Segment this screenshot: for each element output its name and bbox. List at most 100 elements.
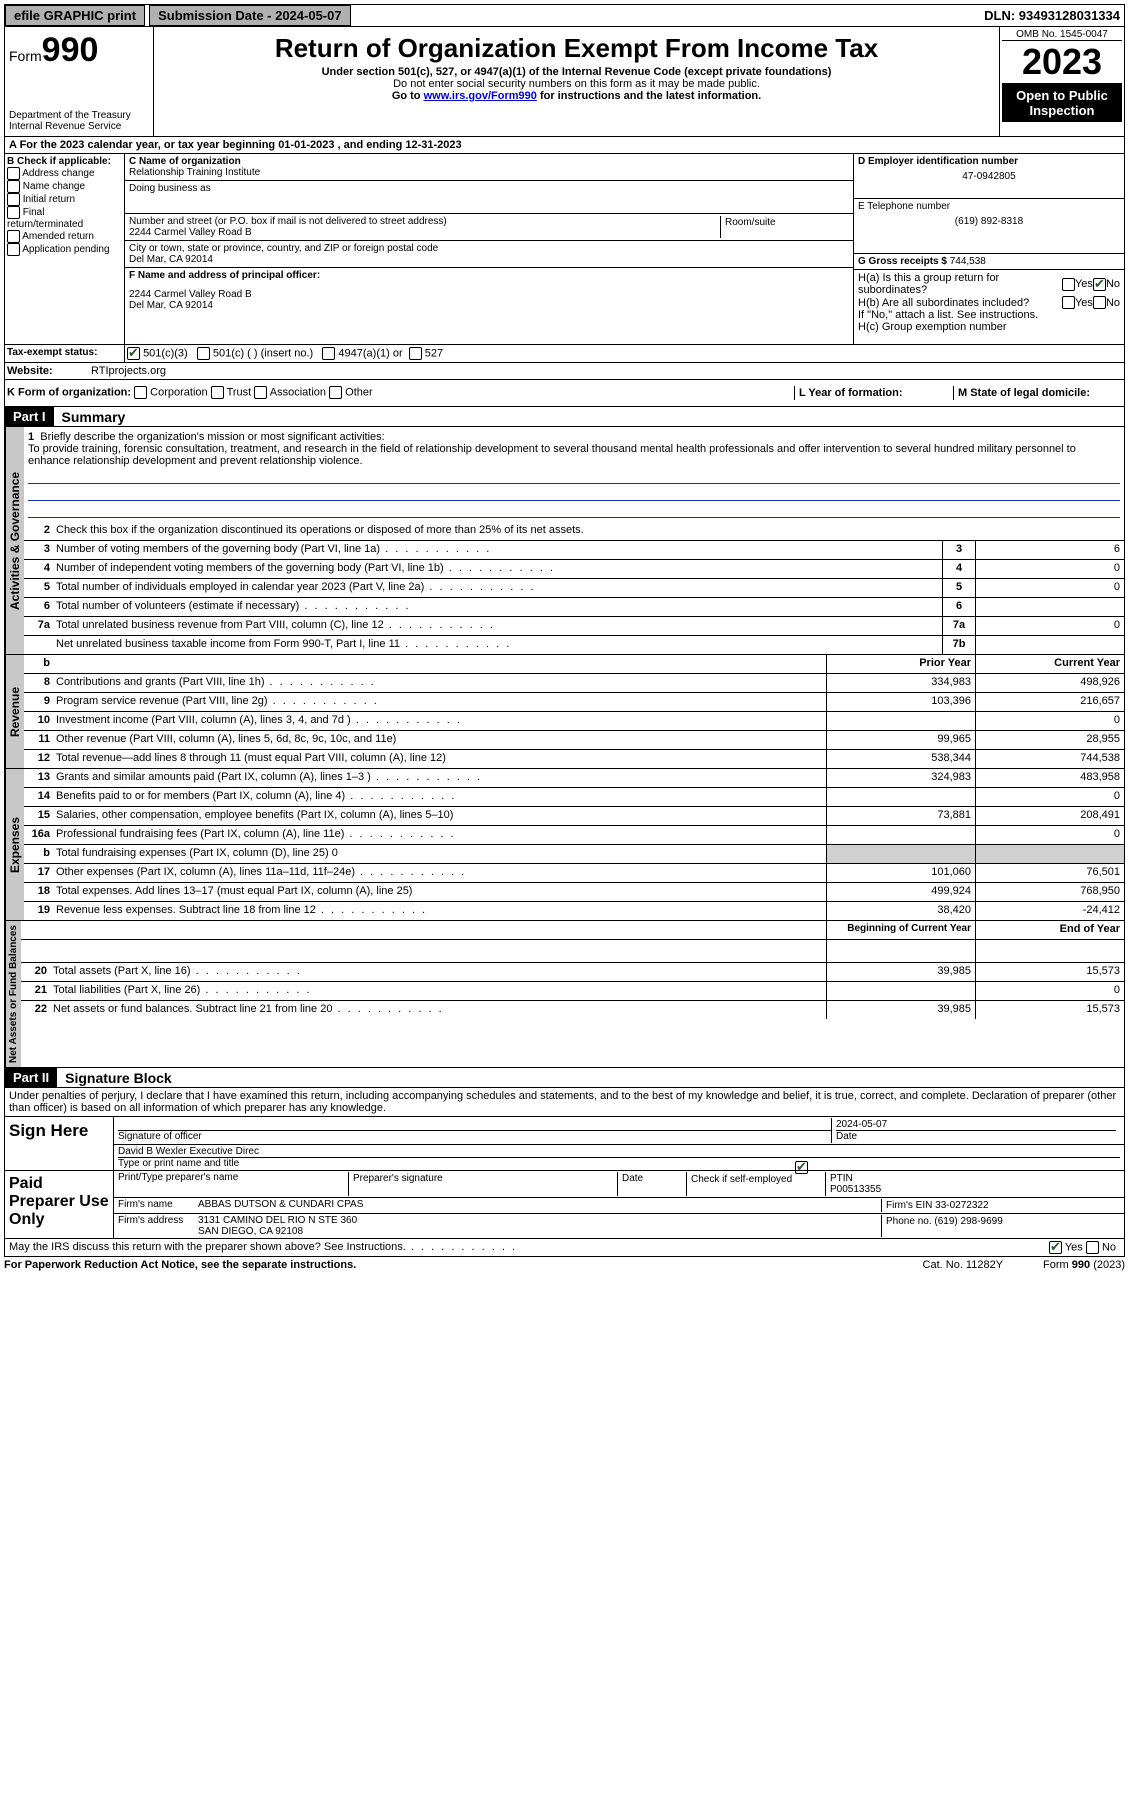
l16a-desc: Professional fundraising fees (Part IX, … — [56, 828, 344, 840]
room-suite-label: Room/suite — [720, 216, 849, 238]
cb-527[interactable] — [409, 347, 422, 360]
cb-hb-yes[interactable] — [1062, 296, 1075, 309]
sign-here-label: Sign Here — [5, 1117, 114, 1170]
cb-amended[interactable] — [7, 230, 20, 243]
open-inspection-badge: Open to Public Inspection — [1002, 84, 1122, 122]
l18-curr: 768,950 — [975, 883, 1124, 901]
cb-app-pending[interactable] — [7, 243, 20, 256]
footer-right: Form 990 (2023) — [1043, 1259, 1125, 1271]
header-right: OMB No. 1545-0047 2023 Open to Public In… — [999, 27, 1124, 136]
page-footer: For Paperwork Reduction Act Notice, see … — [4, 1257, 1125, 1273]
l13-prior: 324,983 — [826, 769, 975, 787]
b-label: B Check if applicable: — [7, 156, 122, 167]
cb-hb-no[interactable] — [1093, 296, 1106, 309]
d-label: D Employer identification number — [858, 156, 1120, 167]
f-label: F Name and address of principal officer: — [129, 270, 849, 281]
l19-prior: 38,420 — [826, 902, 975, 920]
col-c-org-info: C Name of organization Relationship Trai… — [125, 154, 853, 344]
l6-desc: Total number of volunteers (estimate if … — [56, 600, 299, 612]
l12-prior: 538,344 — [826, 750, 975, 768]
cb-ha-no[interactable] — [1093, 278, 1106, 291]
c-label: C Name of organization — [129, 156, 849, 167]
cb-name-change[interactable] — [7, 180, 20, 193]
efile-button[interactable]: efile GRAPHIC print — [5, 5, 145, 26]
l15-curr: 208,491 — [975, 807, 1124, 825]
l11-prior: 99,965 — [826, 731, 975, 749]
cb-501c3[interactable] — [127, 347, 140, 360]
check-if-label: Check if self-employed — [691, 1174, 792, 1185]
ptin-value: P00513355 — [830, 1184, 1116, 1195]
k-other: Other — [345, 386, 373, 398]
cb-initial-return[interactable] — [7, 193, 20, 206]
dept-label: Department of the Treasury — [9, 110, 149, 121]
form-header: Form990 Department of the Treasury Inter… — [4, 27, 1125, 137]
summary-revenue: Revenue bPrior YearCurrent Year 8Contrib… — [4, 655, 1125, 769]
g-value: 744,538 — [950, 256, 986, 267]
i-527: 527 — [425, 347, 443, 359]
cb-trust[interactable] — [211, 386, 224, 399]
sig-date-val: 2024-05-07 — [836, 1119, 1116, 1130]
row-a-tax-year: A For the 2023 calendar year, or tax yea… — [4, 137, 1125, 154]
irs-link[interactable]: www.irs.gov/Form990 — [424, 90, 537, 102]
l7b-desc: Net unrelated business taxable income fr… — [56, 638, 400, 650]
i-501c: 501(c) ( ) (insert no.) — [213, 347, 313, 359]
b-item-1: Name change — [23, 181, 85, 192]
l5-desc: Total number of individuals employed in … — [56, 581, 424, 593]
paid-preparer-label: Paid Preparer Use Only — [5, 1171, 114, 1238]
org-name: Relationship Training Institute — [129, 167, 849, 178]
cb-other[interactable] — [329, 386, 342, 399]
signature-block: Sign Here Signature of officer 2024-05-0… — [4, 1117, 1125, 1257]
firm-name: ABBAS DUTSON & CUNDARI CPAS — [198, 1199, 881, 1212]
hc-label: H(c) Group exemption number — [858, 321, 1120, 333]
footer-mid: Cat. No. 11282Y — [923, 1259, 1004, 1271]
cb-501c[interactable] — [197, 347, 210, 360]
summary-governance: Activities & Governance 1 Briefly descri… — [4, 427, 1125, 655]
cb-discuss-no[interactable] — [1086, 1241, 1099, 1254]
l13-desc: Grants and similar amounts paid (Part IX… — [56, 771, 371, 783]
part2-title: Signature Block — [57, 1070, 172, 1086]
l-label: L Year of formation: — [794, 386, 953, 400]
l20-curr: 15,573 — [975, 963, 1124, 981]
hb-note: If "No," attach a list. See instructions… — [858, 309, 1120, 321]
cb-ha-yes[interactable] — [1062, 278, 1075, 291]
discuss-text: May the IRS discuss this return with the… — [9, 1241, 406, 1253]
cb-discuss-yes[interactable] — [1049, 1241, 1062, 1254]
cb-address-change[interactable] — [7, 167, 20, 180]
l9-desc: Program service revenue (Part VIII, line… — [56, 695, 268, 707]
firm-phone-label: Phone no. — [886, 1216, 932, 1227]
no-label2: No — [1106, 297, 1120, 309]
l20-desc: Total assets (Part X, line 16) — [53, 965, 191, 977]
f-addr1: 2244 Carmel Valley Road B — [129, 289, 849, 300]
irs-label: Internal Revenue Service — [9, 121, 149, 132]
l15-desc: Salaries, other compensation, employee b… — [56, 809, 453, 821]
end-year-header: End of Year — [975, 921, 1124, 939]
cb-4947[interactable] — [322, 347, 335, 360]
l21-curr: 0 — [975, 982, 1124, 1000]
cb-final-return[interactable] — [7, 206, 20, 219]
firm-ein: 33-0272322 — [935, 1200, 988, 1211]
footer-left: For Paperwork Reduction Act Notice, see … — [4, 1259, 356, 1271]
l4-desc: Number of independent voting members of … — [56, 562, 444, 574]
part2-header-row: Part II Signature Block — [4, 1068, 1125, 1088]
firm-addr2: SAN DIEGO, CA 92108 — [198, 1226, 881, 1237]
print-name-label: Print/Type preparer's name — [118, 1172, 348, 1196]
l17-curr: 76,501 — [975, 864, 1124, 882]
l6-val — [975, 598, 1124, 616]
ssn-note: Do not enter social security numbers on … — [158, 78, 995, 90]
street-address: 2244 Carmel Valley Road B — [129, 227, 720, 238]
discuss-no: No — [1102, 1241, 1116, 1253]
l17-prior: 101,060 — [826, 864, 975, 882]
addr-label: Number and street (or P.O. box if mail i… — [129, 216, 720, 227]
cb-corp[interactable] — [134, 386, 147, 399]
city-value: Del Mar, CA 92014 — [129, 254, 849, 265]
l11-desc: Other revenue (Part VIII, column (A), li… — [56, 733, 396, 745]
l2-desc: Check this box if the organization disco… — [56, 524, 584, 536]
k-corp: Corporation — [150, 386, 207, 398]
l10-prior — [826, 712, 975, 730]
cb-assoc[interactable] — [254, 386, 267, 399]
ruled-line — [28, 469, 1120, 484]
submission-date-button[interactable]: Submission Date - 2024-05-07 — [149, 5, 351, 26]
cb-self-employed[interactable] — [795, 1161, 808, 1174]
l10-desc: Investment income (Part VIII, column (A)… — [56, 714, 351, 726]
l19-curr: -24,412 — [975, 902, 1124, 920]
